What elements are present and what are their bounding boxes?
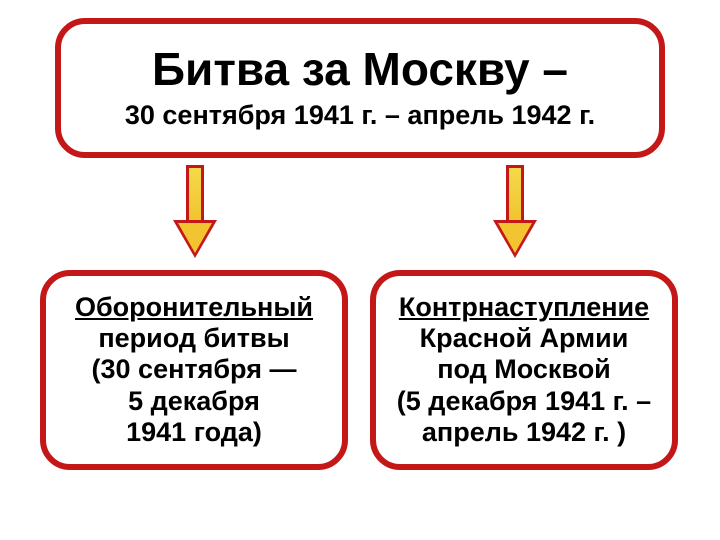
right-line-4: апрель 1942 г. ) — [422, 417, 626, 448]
title-text: Битва за Москву – — [152, 45, 568, 93]
right-line-3: (5 декабря 1941 г. – — [397, 386, 651, 417]
left-line-1: период битвы — [98, 323, 289, 354]
right-title: Контрнаступление — [399, 292, 649, 323]
right-line-2: под Москвой — [437, 354, 611, 385]
left-line-3: 5 декабря — [128, 386, 260, 417]
arrow-shaft — [506, 165, 524, 223]
arrow-head-fill — [178, 223, 212, 253]
arrow-shaft — [186, 165, 204, 223]
left-line-4: 1941 года) — [126, 417, 262, 448]
subtitle-text: 30 сентября 1941 г. – апрель 1942 г. — [125, 100, 595, 131]
left-title: Оборонительный — [75, 292, 313, 323]
left-line-2: (30 сентября — — [92, 354, 297, 385]
right-line-1: Красной Армии — [420, 323, 629, 354]
arrow-head-fill — [498, 223, 532, 253]
title-box: Битва за Москву – 30 сентября 1941 г. – … — [55, 18, 665, 158]
arrow-right — [495, 165, 535, 260]
arrow-left — [175, 165, 215, 260]
right-box: Контрнаступление Красной Армии под Москв… — [370, 270, 678, 470]
left-box: Оборонительный период битвы (30 сентября… — [40, 270, 348, 470]
